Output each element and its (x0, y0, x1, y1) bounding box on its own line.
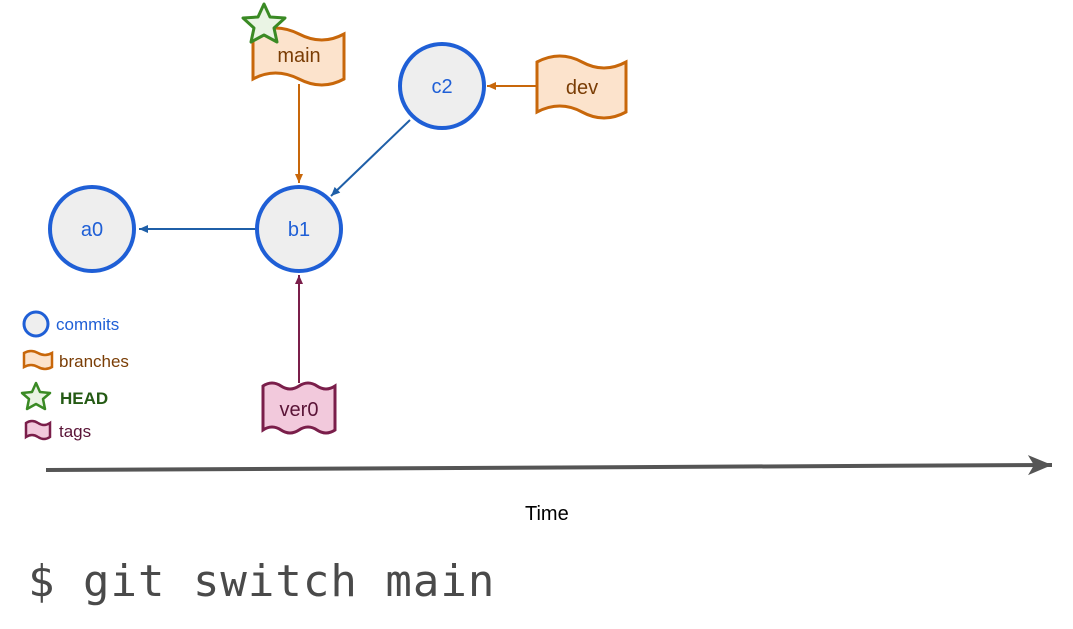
commit-c2-label: c2 (431, 76, 452, 98)
commit-c2[interactable]: c2 (398, 42, 486, 130)
time-axis-arrow (45, 455, 1053, 476)
legend-head-icon (20, 381, 52, 411)
legend-commit-icon (22, 310, 50, 338)
head-star-icon (241, 2, 287, 44)
tag-ver0[interactable]: ver0 (261, 381, 337, 435)
legend-branches-label: branches (59, 352, 129, 371)
legend-tag-icon (24, 419, 52, 441)
commit-a0-circle (48, 185, 136, 273)
git-command-text: $ git switch main (28, 556, 496, 607)
branch-dev-label: dev (566, 77, 598, 99)
branch-dev-flag (535, 54, 628, 120)
branch-dev[interactable]: dev (535, 54, 628, 120)
time-axis-label: Time (525, 503, 569, 525)
commit-a0[interactable]: a0 (48, 185, 136, 273)
legend-branch-icon (22, 349, 54, 371)
commit-a0-label: a0 (81, 219, 103, 241)
edge-c2-to-b1 (330, 119, 411, 197)
tag-ver0-label: ver0 (280, 399, 319, 421)
commit-b1-circle (255, 185, 343, 273)
legend-tags-label: tags (59, 422, 91, 441)
commit-c2-circle (398, 42, 486, 130)
commit-b1-label: b1 (288, 219, 310, 241)
legend: commits branches HEAD tags (20, 310, 129, 441)
legend-commits-label: commits (56, 315, 119, 334)
legend-head-label: HEAD (60, 389, 108, 408)
commit-b1[interactable]: b1 (255, 185, 343, 273)
branch-main-label: main (277, 45, 320, 67)
tag-ver0-flag (261, 381, 337, 435)
